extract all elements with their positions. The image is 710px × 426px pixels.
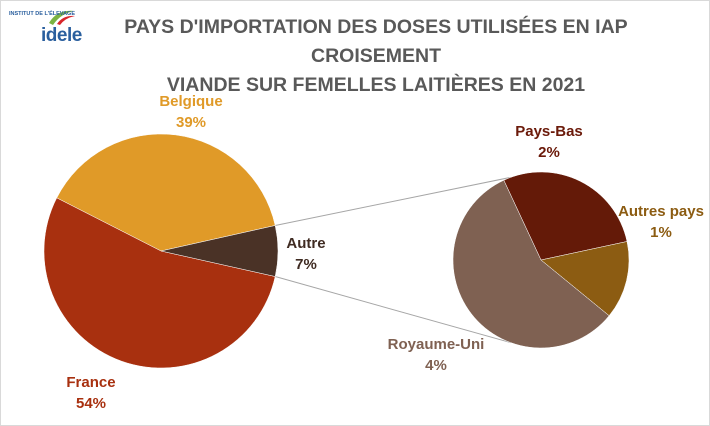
label-autre-name: Autre — [286, 235, 326, 252]
logo-swoosh-icon — [49, 10, 75, 25]
chart-title-line-1: PAYS D'IMPORTATION DES DOSES UTILISÉES E… — [124, 16, 628, 67]
slice-belgique — [56, 133, 276, 252]
label-pays-bas-value: 2% — [538, 144, 560, 161]
connector-line-top — [275, 176, 512, 226]
label-royaume-uni-value: 4% — [425, 357, 447, 374]
label-belgique-name: Belgique — [159, 93, 223, 110]
label-royaume-uni-name: Royaume-Uni — [387, 336, 485, 353]
chart-title: PAYS D'IMPORTATION DES DOSES UTILISÉES E… — [81, 13, 671, 100]
label-belgique: Belgique 39% — [141, 91, 241, 133]
idele-logo: INSTITUT DE L'ÉLEVAGE idele — [9, 7, 82, 55]
chart-title-line-2: VIANDE SUR FEMELLES LAITIÈRES EN 2021 — [166, 74, 586, 96]
connector-line-bottom — [275, 276, 512, 344]
label-autre-value: 7% — [295, 256, 317, 273]
slice-pays-bas — [503, 171, 628, 261]
logo-institute-text: INSTITUT DE L'ÉLEVAGE — [9, 11, 75, 17]
slice-royaume-uni — [452, 179, 610, 349]
label-france-value: 54% — [75, 395, 107, 412]
label-autre: Autre 7% — [274, 233, 338, 275]
label-royaume-uni: Royaume-Uni 4% — [373, 334, 499, 376]
label-autres-pays-value: 1% — [650, 224, 672, 241]
slice-autre — [160, 225, 279, 277]
slice-france — [43, 197, 276, 369]
label-autres-pays-name: Autres pays — [618, 203, 704, 220]
label-belgique-value: 39% — [175, 114, 207, 131]
label-france: France 54% — [41, 372, 141, 414]
logo-wordmark: idele — [41, 25, 82, 46]
label-france-name: France — [66, 374, 116, 391]
label-pays-bas: Pays-Bas 2% — [504, 121, 594, 163]
label-autres-pays: Autres pays 1% — [613, 201, 709, 243]
slice-autres-pays — [540, 241, 630, 317]
label-pays-bas-name: Pays-Bas — [515, 123, 583, 140]
